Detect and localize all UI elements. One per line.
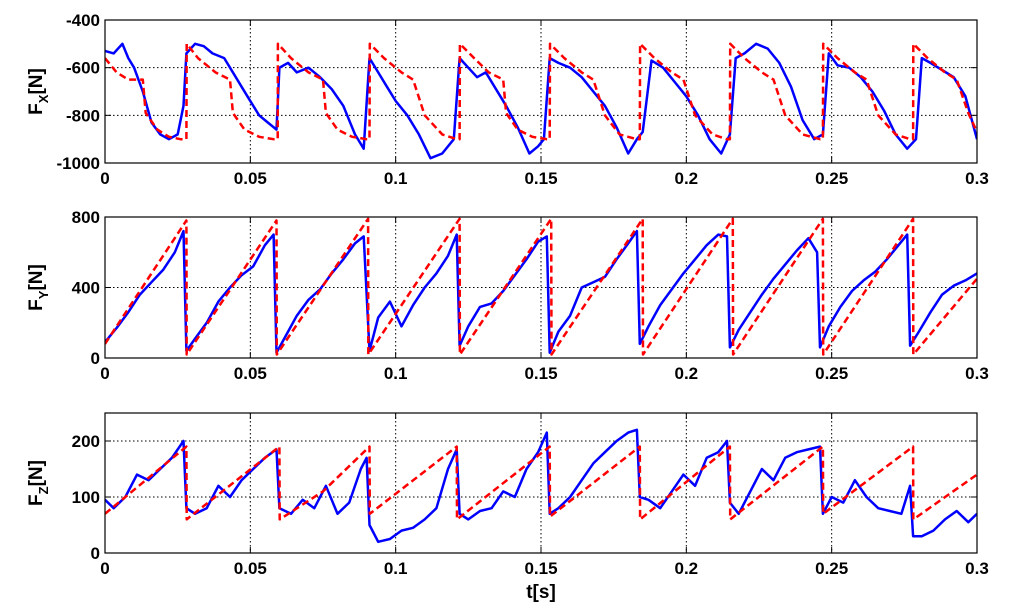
y-tick-label: 0 xyxy=(91,349,100,368)
y-tick-label: -600 xyxy=(66,59,100,78)
x-tick-label: 0.05 xyxy=(234,364,267,383)
chart-panel-1: 0 0.05 0.1 0.15 0.2 0.25 0.3 -1000 -800 -600 -400 F… xyxy=(26,11,989,188)
y-axis-label-unit: [N] xyxy=(26,460,47,486)
x-tick-label: 0.1 xyxy=(384,559,408,578)
x-tick-label: 0.3 xyxy=(965,169,989,188)
y-axis-label-subscript: X xyxy=(36,94,51,103)
y-tick-label: 0 xyxy=(91,544,100,563)
x-tick-label: 0.15 xyxy=(524,169,557,188)
x-tick-label: 0.05 xyxy=(234,559,267,578)
y-tick-label: 200 xyxy=(72,432,100,451)
x-tick-label: 0.2 xyxy=(675,364,699,383)
y-axis-label-unit: [N] xyxy=(26,264,47,290)
x-tick-label: 0 xyxy=(100,559,109,578)
y-tick-label: 800 xyxy=(72,208,100,227)
panels: 0 0.05 0.1 0.15 0.2 0.25 0.3 -1000 -800 -600 -400 F… xyxy=(26,11,989,603)
x-tick-label: 0.25 xyxy=(815,169,848,188)
x-tick-label: 0.1 xyxy=(384,169,408,188)
series-line-solid xyxy=(105,229,977,354)
y-axis-label: FY[N] xyxy=(26,264,51,311)
x-tick-label: 0.15 xyxy=(524,364,557,383)
series-line-dashed xyxy=(105,217,977,356)
y-tick-label: -1000 xyxy=(57,154,100,173)
x-tick-label: 0.3 xyxy=(965,364,989,383)
y-tick-label: -400 xyxy=(66,11,100,30)
x-tick-label: 0.25 xyxy=(815,559,848,578)
x-axis-label: t[s] xyxy=(526,582,556,603)
x-tick-label: 0.3 xyxy=(965,559,989,578)
y-axis-label: FZ[N] xyxy=(26,460,51,506)
series-line-dashed xyxy=(105,445,977,521)
series-line-dashed xyxy=(105,42,977,141)
chart-panel-3: 0 0.05 0.1 0.15 0.2 0.25 0.3 0 100 200 FZ[N] t[s] xyxy=(26,412,989,603)
x-tick-label: 0 xyxy=(100,364,109,383)
y-axis-label-subscript: Y xyxy=(36,290,51,299)
x-tick-label: 0.1 xyxy=(384,364,408,383)
x-tick-label: 0 xyxy=(100,169,109,188)
x-tick-label: 0.25 xyxy=(815,364,848,383)
y-axis-label-subscript: Z xyxy=(36,486,51,494)
x-tick-label: 0.05 xyxy=(234,169,267,188)
x-tick-label: 0.2 xyxy=(675,559,699,578)
y-tick-label: -800 xyxy=(66,106,100,125)
y-axis-label-unit: [N] xyxy=(26,68,47,94)
x-tick-label: 0.2 xyxy=(675,169,699,188)
y-axis-label-main: F xyxy=(26,103,47,115)
y-axis-label: FX[N] xyxy=(26,68,51,115)
y-tick-label: 400 xyxy=(72,279,100,298)
y-axis-label-main: F xyxy=(26,299,47,311)
y-axis-label-main: F xyxy=(26,494,47,506)
y-tick-label: 100 xyxy=(72,488,100,507)
chart-panel-2: 0 0.05 0.1 0.15 0.2 0.25 0.3 0 400 800 FY[N] xyxy=(26,208,989,383)
x-tick-label: 0.15 xyxy=(524,559,557,578)
